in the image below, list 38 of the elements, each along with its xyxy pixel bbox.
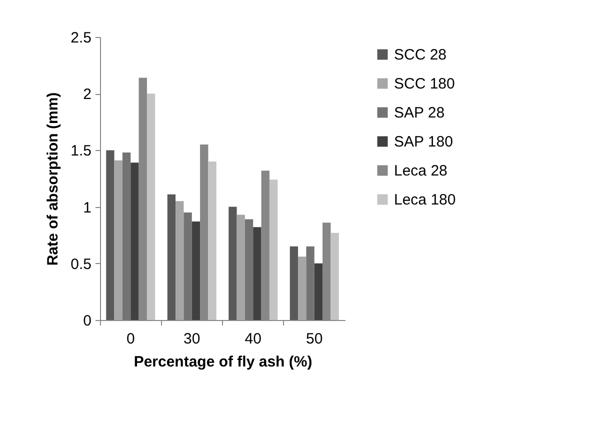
y-tick-label: 0 [83, 312, 92, 330]
legend-label: Leca 180 [394, 192, 456, 208]
y-tick-label: 2.5 [70, 30, 92, 46]
bar [228, 206, 237, 320]
y-tick-label: 1.5 [70, 142, 92, 160]
x-tick-label: 50 [306, 330, 323, 348]
bar [184, 212, 192, 320]
bar [167, 194, 176, 320]
bar [130, 162, 139, 320]
bar [146, 94, 156, 320]
legend-label: SCC 180 [394, 76, 455, 92]
bar [176, 201, 184, 320]
bar [106, 150, 114, 320]
bar [330, 232, 339, 320]
y-tick-label: 1 [83, 199, 92, 216]
bar [314, 263, 323, 320]
bar [244, 219, 254, 320]
bar [114, 160, 122, 320]
x-tick-label: 40 [244, 330, 262, 348]
legend-label: Leca 28 [394, 162, 448, 180]
y-axis-title: Rate of absorption (mm) [44, 92, 62, 266]
bar [253, 227, 262, 320]
bar [208, 162, 216, 320]
bar [192, 222, 200, 320]
legend-label: SAP 180 [394, 134, 453, 150]
bar [122, 152, 131, 320]
x-tick-label: 30 [184, 330, 200, 348]
y-tick-label: 0.5 [70, 256, 92, 273]
x-axis-title: Percentage of fly ash (%) [134, 354, 312, 370]
y-tick-label: 2 [83, 86, 92, 104]
bar [236, 214, 245, 320]
bar [298, 256, 306, 320]
legend-label: SAP 28 [394, 104, 445, 122]
bar [269, 180, 278, 320]
x-tick-label: 0 [126, 330, 135, 348]
bar [306, 246, 314, 320]
legend-label: SCC 28 [394, 46, 447, 64]
bar [290, 246, 298, 320]
